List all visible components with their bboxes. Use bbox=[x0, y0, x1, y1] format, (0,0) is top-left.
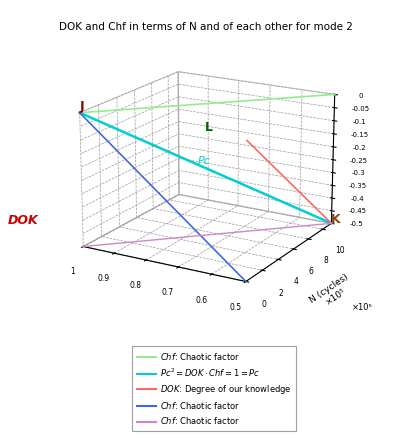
Text: DOK: DOK bbox=[7, 213, 38, 227]
Text: ×10⁵: ×10⁵ bbox=[352, 303, 373, 312]
Y-axis label: N (cycles)
×10⁵: N (cycles) ×10⁵ bbox=[308, 272, 356, 313]
Legend: $\mathit{Chf}$: Chaotic factor, $\mathit{Pc}^2 = DOK \cdot Chf = 1 = Pc$, $\math: $\mathit{Chf}$: Chaotic factor, $\mathit… bbox=[132, 346, 296, 432]
Text: DOK and Chf in terms of N and of each other for mode 2: DOK and Chf in terms of N and of each ot… bbox=[59, 22, 353, 32]
